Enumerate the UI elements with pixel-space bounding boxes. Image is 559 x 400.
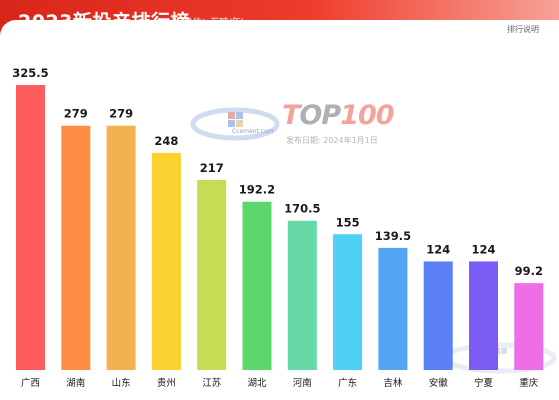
bar-3 [106, 125, 136, 370]
value-label-7: 170.5 [284, 202, 320, 216]
category-label-10: 安徽 [429, 377, 449, 389]
category-label-1: 广西 [21, 377, 40, 389]
category-label-11: 宁夏 [474, 377, 494, 389]
value-label-1: 325.5 [12, 66, 48, 80]
bar-11 [469, 261, 498, 370]
category-label-5: 江苏 [202, 377, 222, 389]
bar-5 [197, 180, 227, 370]
category-label-4: 贵州 [157, 377, 176, 389]
bar-8 [333, 234, 363, 370]
value-label-3: 279 [109, 107, 133, 121]
value-label-5: 217 [200, 161, 224, 175]
bar-7 [287, 220, 317, 370]
bar-4 [151, 152, 181, 370]
bar-6 [242, 201, 272, 370]
category-label-6: 湖北 [247, 378, 267, 389]
category-label-9: 吉林 [383, 377, 403, 389]
bar-9 [378, 247, 408, 370]
ranking-explanation-link[interactable]: 排行说明 [507, 25, 539, 34]
value-label-11: 124 [471, 242, 495, 256]
category-label-7: 河南 [293, 377, 312, 389]
value-label-9: 139.5 [375, 229, 411, 243]
value-label-6: 192.2 [239, 183, 275, 197]
bar-1 [16, 85, 45, 370]
value-label-8: 155 [336, 215, 360, 229]
bar-12 [514, 283, 544, 370]
bar-10 [423, 261, 453, 370]
value-label-2: 279 [64, 107, 88, 121]
category-label-2: 湖南 [66, 377, 85, 389]
category-label-12: 重庆 [519, 377, 539, 389]
value-label-4: 248 [154, 134, 178, 148]
category-label-8: 广东 [338, 377, 357, 389]
bar-2 [61, 125, 91, 370]
category-label-3: 山东 [112, 377, 131, 389]
value-label-12: 99.2 [515, 264, 543, 278]
value-label-10: 124 [426, 242, 450, 256]
chart-panel [0, 20, 559, 400]
